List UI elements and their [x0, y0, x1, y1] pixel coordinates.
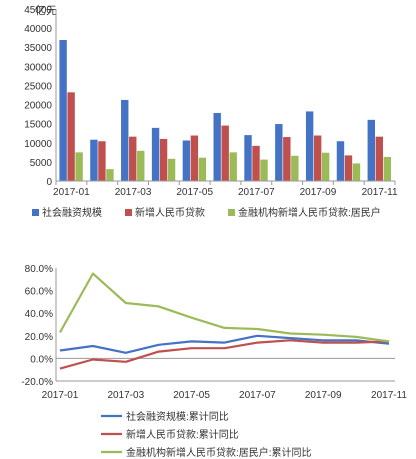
bar-3-2017-09 [321, 152, 330, 181]
y-tick-label: 20000 [24, 101, 52, 112]
bar-3-2017-02 [106, 169, 114, 181]
bar-3-2017-05 [198, 157, 207, 181]
bar-2-2017-04 [159, 138, 168, 181]
y-tick-label: 40000 [24, 24, 52, 35]
legend-label-1: 社会融资规模 [42, 206, 102, 219]
bar-3-2017-07 [260, 159, 268, 181]
bar-2-2017-02 [98, 141, 106, 181]
bar-3-2017-10 [352, 163, 361, 181]
series-line-3 [59, 272, 390, 343]
bar-3-2017-03 [137, 150, 145, 181]
series-line-1 [59, 334, 390, 354]
bar-1-2017-05 [182, 140, 191, 181]
bar-2-2017-08 [283, 137, 291, 181]
bar-2-2017-11 [375, 136, 383, 181]
legend-swatch-1 [32, 209, 39, 216]
bar-1-2017-07 [244, 135, 252, 181]
y-tick-label: 10000 [24, 139, 52, 150]
bar-2-2017-06 [221, 125, 229, 181]
x-tick-label: 2017-01 [53, 187, 90, 198]
legend-label-1: 社会融资规模:累计同比 [126, 410, 229, 423]
bar-2-2017-01 [67, 92, 75, 181]
x-tick-label: 2017-07 [238, 187, 275, 198]
legend-label-3: 金融机构新增人民币贷款:居民户:累计同比 [126, 446, 312, 459]
y-tick-label: 25000 [24, 81, 52, 92]
bar-3-2017-04 [167, 158, 176, 181]
legend-swatch-3 [228, 209, 235, 216]
bar-1-2017-10 [336, 141, 345, 181]
bar-2-2017-09 [313, 135, 322, 181]
x-tick-label: 2017-09 [300, 187, 337, 198]
bar-2-2017-05 [190, 135, 199, 181]
bar-1-2017-03 [121, 99, 129, 181]
bar-2-2017-10 [344, 155, 353, 181]
x-tick-label: 2017-01 [42, 390, 79, 401]
y-tick-label: 0 [46, 177, 52, 188]
series-line-2 [59, 339, 390, 370]
x-tick-label: 2017-05 [176, 187, 213, 198]
bar-1-2017-08 [275, 124, 283, 181]
y-tick-label: 5000 [30, 158, 53, 169]
x-tick-label: 2017-07 [239, 390, 276, 401]
y-tick-label: 40.0% [25, 309, 53, 320]
legend-label-3: 金融机构新增人民币贷款:居民户 [238, 206, 381, 219]
y-tick-label: 30000 [24, 62, 52, 73]
bar-1-2017-04 [151, 127, 160, 181]
bar-1-2017-06 [213, 112, 221, 181]
y-tick-label: 0.0% [30, 354, 53, 365]
x-tick-label: 2017-09 [305, 390, 342, 401]
bar-3-2017-08 [291, 155, 299, 181]
y-tick-label: 20.0% [25, 332, 53, 343]
bar-3-2017-06 [229, 152, 237, 181]
bar-1-2017-01 [59, 39, 67, 182]
y-tick-label: -20.0% [21, 377, 53, 388]
bar-2-2017-07 [252, 145, 260, 181]
y-axis-unit-label: 亿元 [35, 4, 57, 17]
legend-swatch-2 [125, 209, 132, 216]
x-tick-label: 2017-11 [362, 187, 398, 198]
x-tick-label: 2017-03 [115, 187, 152, 198]
legend-label-2: 新增人民币贷款:累计同比 [126, 428, 239, 441]
bar-3-2017-01 [75, 152, 83, 181]
x-tick-label: 2017-11 [371, 390, 407, 401]
bar-2-2017-03 [129, 136, 137, 181]
bar-1-2017-11 [367, 119, 375, 181]
y-tick-label: 80.0% [25, 264, 53, 275]
y-tick-label: 35000 [24, 43, 52, 54]
bar-1-2017-02 [90, 139, 98, 181]
legend-label-2: 新增人民币贷款 [135, 206, 205, 219]
y-tick-label: 15000 [24, 120, 52, 131]
bar-1-2017-09 [305, 111, 314, 181]
y-tick-label: 45000 [24, 5, 52, 16]
x-tick-label: 2017-03 [107, 390, 144, 401]
bar-3-2017-11 [383, 156, 391, 181]
y-tick-label: 60.0% [25, 287, 53, 298]
x-tick-label: 2017-05 [173, 390, 210, 401]
